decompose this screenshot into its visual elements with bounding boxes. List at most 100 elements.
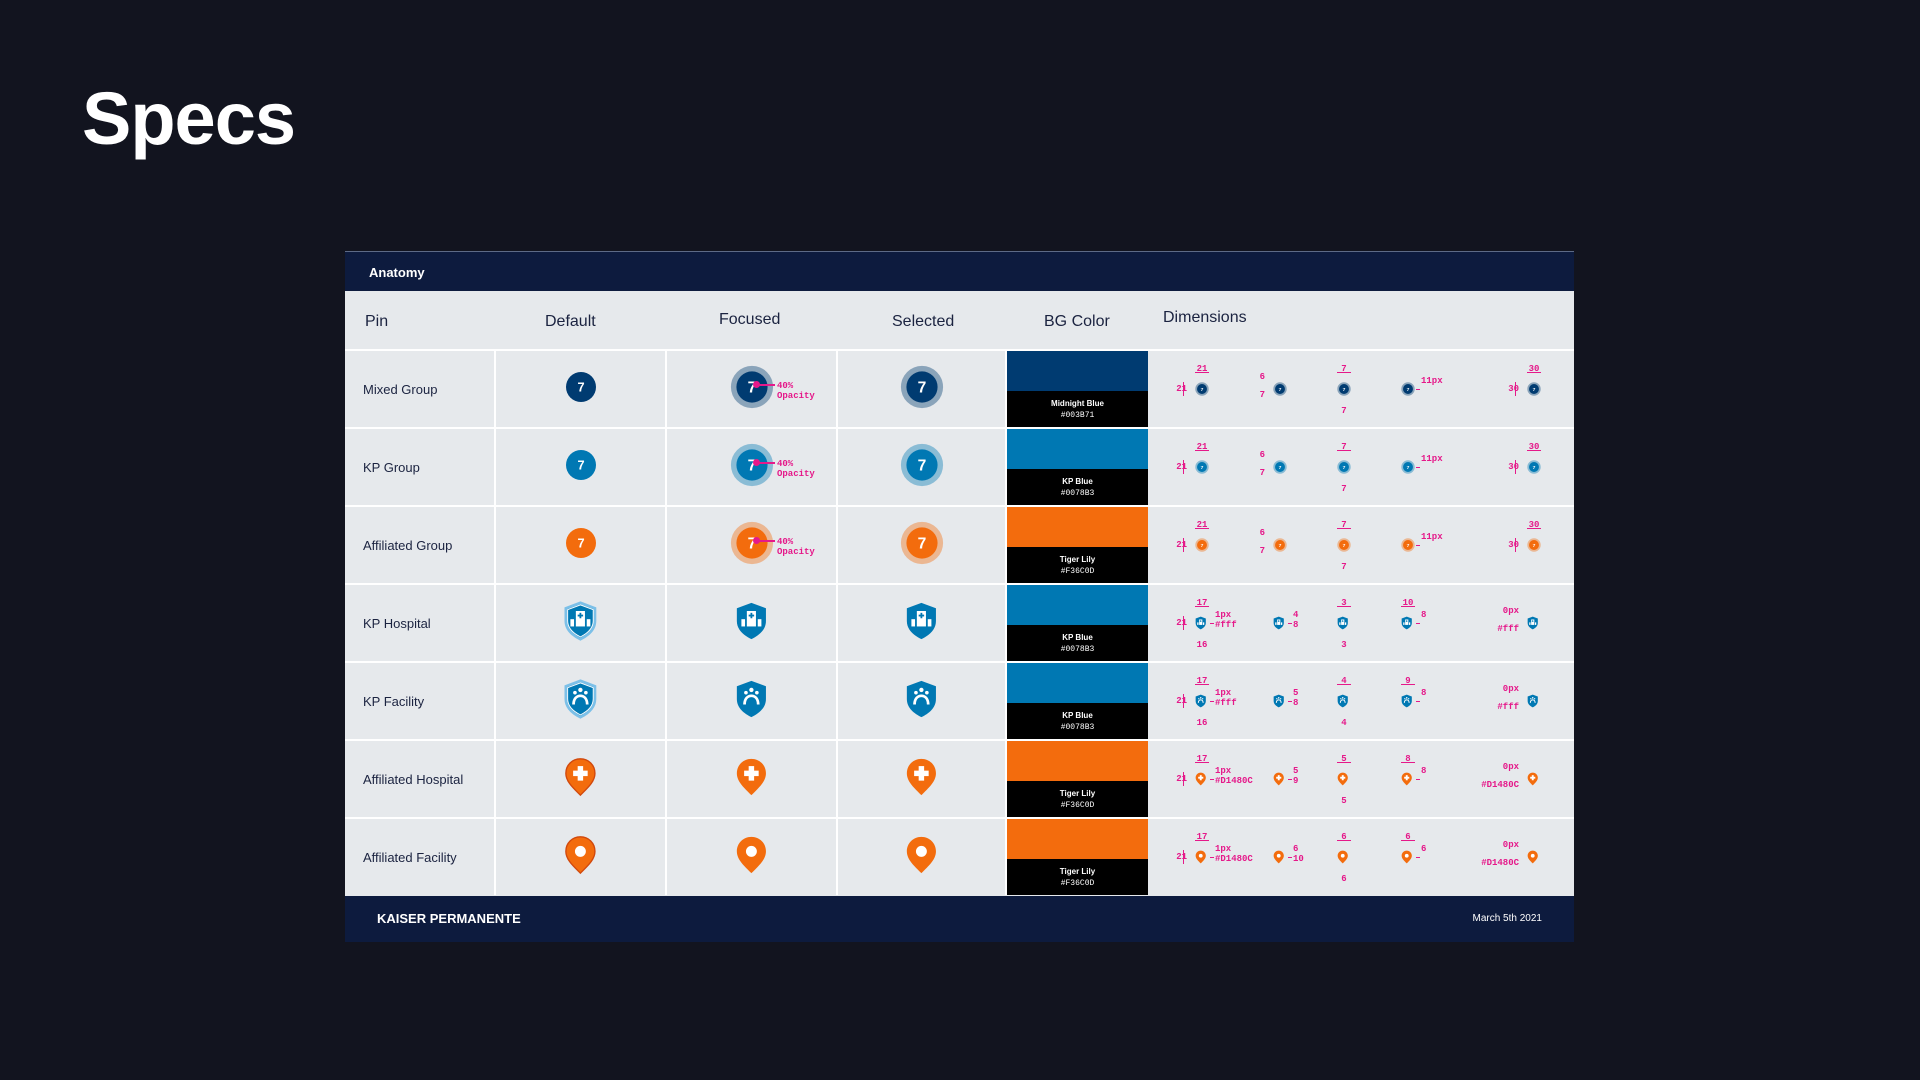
group-focused-icon: 7 (730, 443, 774, 492)
dimension-spec: 17 16 21 1px #fff (1176, 676, 1236, 728)
default-state-cell (496, 819, 667, 895)
dimension-label: 16 (1196, 718, 1208, 728)
dimension-label: 6 (1341, 874, 1347, 884)
swatch-hex: #F36C0D (1060, 878, 1095, 888)
pin-dot-mini-icon (1337, 850, 1351, 864)
dimension-label: 8 (1293, 698, 1299, 708)
measure-line (1515, 382, 1516, 396)
svg-text:7: 7 (1279, 543, 1282, 549)
measure-line (1401, 606, 1415, 607)
svg-text:7: 7 (577, 379, 584, 394)
measure-line (1416, 701, 1420, 702)
bg-color-swatch: Tiger Lily #F36C0D (1007, 819, 1148, 895)
col-bg-color: BG Color (1044, 313, 1110, 330)
default-state-cell: 7 (496, 351, 667, 427)
measure-line (1195, 684, 1209, 685)
annotation-percent: 40% (777, 381, 794, 391)
pin-dot-mini-icon (1273, 850, 1287, 864)
dimension-label: 21 (1196, 442, 1208, 452)
dimension-label: 30 (1508, 384, 1519, 394)
svg-text:7: 7 (747, 457, 756, 474)
measure-line (1515, 538, 1516, 552)
measure-line (1337, 762, 1351, 763)
dimension-label: 7 (1341, 484, 1347, 494)
shield-facility-mini-icon (1401, 694, 1415, 708)
dimension-spec: 7 30 30 (1508, 364, 1541, 396)
swatch-label: KP Blue #0078B3 (1007, 468, 1148, 505)
dimension-spec: 0px #D1480C (1481, 840, 1541, 868)
shield-facility-mini-icon (1337, 694, 1351, 708)
measure-line (1527, 450, 1541, 451)
dimension-label: 0px (1502, 684, 1519, 694)
dimensions-cell: 17 16 21 1px #fff 4 8 3 3 10 8 0px #fff (1148, 585, 1574, 661)
spec-row: Mixed Group 7 7 40% Opacity 7 Midnight Blu… (345, 349, 1574, 427)
dimension-label: 6 (1405, 832, 1411, 842)
selected-state-cell (838, 585, 1007, 661)
shield-hospital-focused-icon (735, 601, 768, 646)
dimension-label: 17 (1196, 832, 1208, 842)
group-selected-icon: 7 (900, 443, 944, 492)
swatch-color (1007, 429, 1148, 469)
dimension-label: #fff (1497, 624, 1519, 634)
pin-plus-mini-icon (1401, 772, 1415, 786)
dimension-label: #D1480C (1215, 854, 1253, 864)
swatch-color (1007, 351, 1148, 391)
measure-line (1288, 701, 1292, 702)
dimension-spec: 7 11px (1401, 376, 1443, 396)
dimension-label: 9 (1293, 776, 1299, 786)
dimension-label: 7 (1341, 364, 1347, 374)
default-state-cell: 7 (496, 507, 667, 583)
dimensions-cell: 7 21 21 7 6 7 7 7 7 7 11px 7 30 30 (1148, 351, 1574, 427)
shield-hospital-selected-icon (905, 601, 938, 646)
dimension-label: 8 (1293, 620, 1299, 630)
measure-line (1288, 623, 1292, 624)
svg-text:7: 7 (1407, 387, 1410, 393)
measure-line (1416, 389, 1420, 390)
svg-text:7: 7 (577, 457, 584, 472)
focused-state-cell (667, 663, 838, 739)
pin-plus-mini-icon (1527, 772, 1541, 786)
shield-hospital-default-icon (564, 600, 597, 646)
dimension-spec: 17 16 21 1px #fff (1176, 598, 1236, 650)
swatch-hex: #003B71 (1060, 410, 1095, 420)
dimension-spec: 7 11px (1401, 454, 1443, 474)
dimension-label: 4 (1293, 610, 1299, 620)
dimension-spec: 7 21 21 (1176, 364, 1209, 396)
shield-hospital-mini-icon (1527, 616, 1541, 630)
panel-header: Anatomy (345, 251, 1574, 291)
dimension-label: 17 (1196, 598, 1208, 608)
dimension-label: 30 (1508, 540, 1519, 550)
focused-state-cell (667, 819, 838, 895)
bg-color-swatch: KP Blue #0078B3 (1007, 585, 1148, 661)
group-default-icon: 7 (563, 525, 599, 566)
dimension-spec: 0px #D1480C (1481, 762, 1541, 790)
spec-rows: Mixed Group 7 7 40% Opacity 7 Midnight Blu… (345, 349, 1574, 895)
measure-line (1416, 467, 1420, 468)
focused-state-cell (667, 585, 838, 661)
group-mini-icon: 7 (1401, 460, 1415, 474)
dimension-label: #D1480C (1481, 780, 1519, 790)
opacity-annotation: 40% Opacity (753, 459, 815, 479)
dimensions-cell: 17 16 21 1px #fff 5 8 4 4 9 8 0px #fff (1148, 663, 1574, 739)
col-focused: Focused (719, 311, 781, 328)
dimension-label: 10 (1293, 854, 1304, 864)
dimension-label: 1px (1215, 688, 1232, 698)
dimension-spec: 0px #fff (1497, 606, 1541, 634)
dimensions-cell: 17 21 1px #D1480C 6 10 6 6 6 6 0px #D1480C (1148, 819, 1574, 895)
dimension-label: 7 (1259, 546, 1265, 556)
pin-dot-mini-icon (1195, 850, 1209, 864)
swatch-label: KP Blue #0078B3 (1007, 702, 1148, 739)
dimension-label: 1px (1215, 610, 1232, 620)
dimension-label: 0px (1502, 606, 1519, 616)
swatch-hex: #F36C0D (1060, 566, 1095, 576)
group-mini-icon: 7 (1337, 538, 1351, 552)
measure-line (1401, 762, 1415, 763)
dimension-label: 30 (1508, 462, 1519, 472)
svg-text:7: 7 (1533, 387, 1536, 393)
dimension-spec: 17 21 1px #D1480C (1176, 832, 1253, 864)
pin-name: Mixed Group (345, 351, 496, 427)
spec-row: Affiliated Facility Tiger Lily #F36C0D 17… (345, 817, 1574, 895)
measure-line (1183, 616, 1184, 630)
swatch-hex: #F36C0D (1060, 800, 1095, 810)
